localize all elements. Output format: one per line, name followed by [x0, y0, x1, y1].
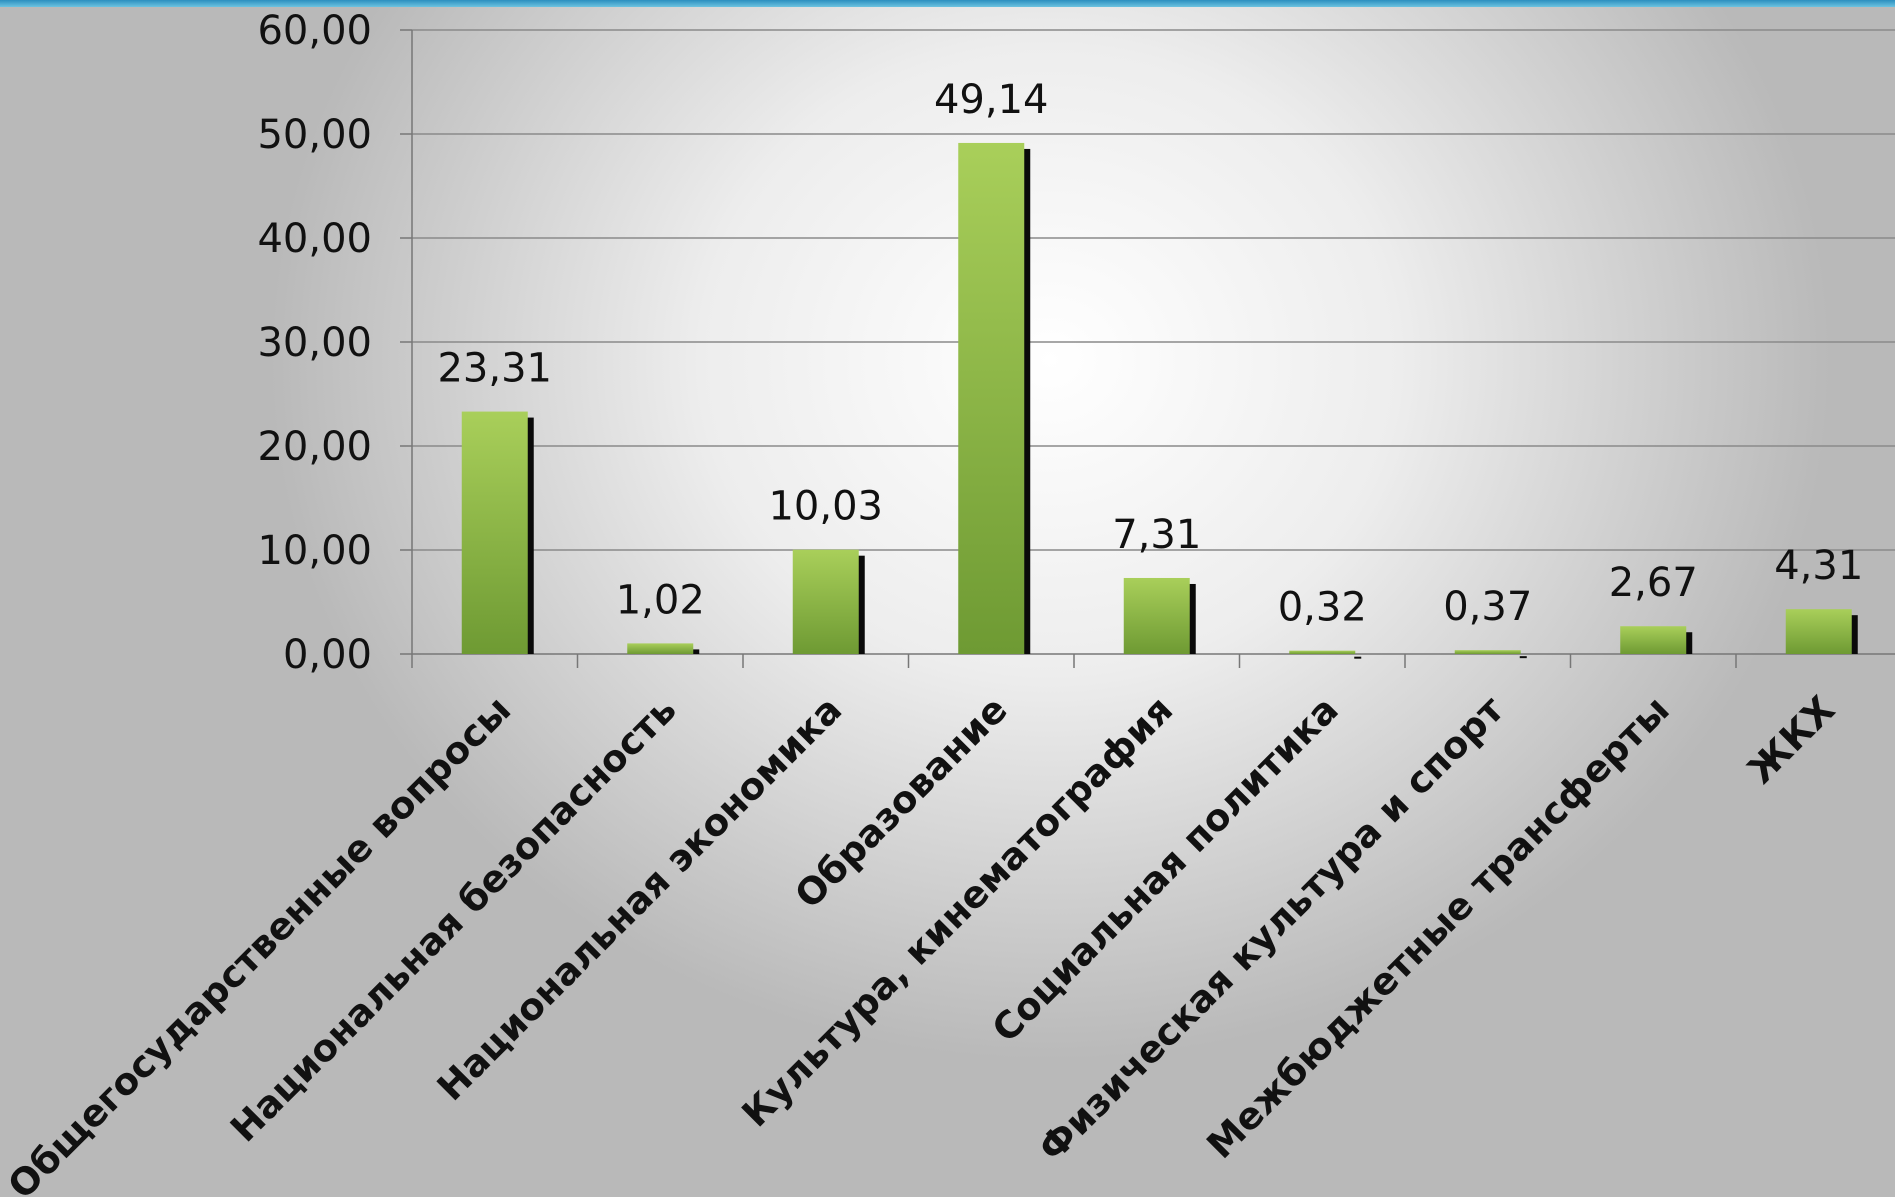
y-tick-label: 20,00 — [257, 424, 372, 470]
bar-shadow — [1354, 656, 1362, 659]
data-label: 49,14 — [934, 77, 1049, 123]
bars — [461, 142, 1858, 659]
gridlines — [412, 29, 1895, 551]
bar — [1785, 609, 1852, 654]
bar — [1123, 577, 1190, 654]
y-tick-label: 0,00 — [283, 632, 372, 678]
data-label: 1,02 — [616, 577, 705, 623]
labels: 0,0010,0020,0030,0040,0050,0060,0023,31О… — [0, 8, 1863, 1197]
y-tick-label: 50,00 — [257, 112, 372, 158]
y-tick-label: 30,00 — [257, 320, 372, 366]
bar — [792, 549, 859, 654]
data-label: 0,37 — [1443, 584, 1532, 630]
bar-shadow — [692, 649, 700, 654]
y-tick-label: 10,00 — [257, 528, 372, 574]
data-label: 0,32 — [1278, 585, 1367, 631]
bar — [1454, 650, 1521, 654]
bar-shadow — [1023, 148, 1031, 654]
bar-shadow — [1685, 632, 1693, 654]
data-label: 23,31 — [437, 346, 552, 392]
x-category-label: ЖКХ — [1739, 688, 1843, 792]
data-label: 2,67 — [1609, 560, 1698, 606]
bar — [461, 411, 528, 654]
bar — [1620, 626, 1687, 654]
top-accent-band — [0, 0, 1895, 7]
bar-shadow — [526, 417, 534, 654]
bar — [627, 643, 694, 654]
y-tick-label: 60,00 — [257, 8, 372, 54]
bar-shadow — [1850, 615, 1858, 654]
bar — [958, 142, 1025, 654]
x-category-label: Социальная политика — [984, 688, 1347, 1051]
bar-shadow — [1188, 583, 1196, 654]
bar-shadow — [857, 555, 865, 654]
bar-shadow — [1519, 656, 1527, 659]
data-label: 10,03 — [768, 484, 883, 530]
bar — [1289, 650, 1356, 654]
y-tick-label: 40,00 — [257, 216, 372, 262]
data-label: 7,31 — [1112, 512, 1201, 558]
data-label: 4,31 — [1774, 543, 1863, 589]
